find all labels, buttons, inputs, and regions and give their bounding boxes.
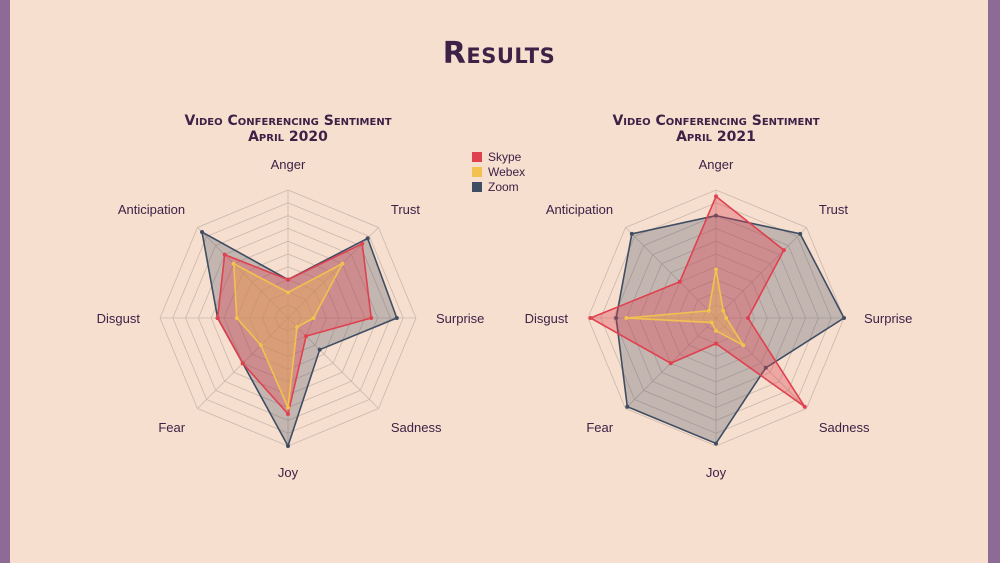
axis-label-anticipation: Anticipation (546, 202, 613, 217)
data-point-webex (714, 328, 718, 333)
data-point-zoom (714, 441, 718, 446)
chart-title-april-2021: Video Conferencing Sentiment April 2021 (556, 113, 876, 145)
data-point-webex (624, 316, 629, 320)
data-point-webex (258, 343, 263, 348)
radar-charts: Anger Trust Surprise Sadness Joy Fear Disgust A… (97, 157, 913, 480)
data-point-skype (222, 252, 227, 257)
legend-item-webex: Webex (472, 164, 525, 179)
legend-item-skype: Skype (472, 149, 525, 164)
axis-label-fear: Fear (586, 420, 613, 435)
axis-spoke (715, 227, 807, 319)
data-point-skype (369, 316, 374, 320)
data-point-zoom (629, 231, 634, 236)
data-point-webex (286, 405, 290, 410)
data-point-skype (714, 341, 718, 346)
axis-spoke (197, 227, 289, 319)
chart-title-line: Video Conferencing Sentiment (612, 113, 820, 129)
axis-label-trust: Trust (819, 202, 849, 217)
data-point-webex (721, 308, 726, 313)
axis-label-anger: Anger (699, 157, 734, 172)
data-point-webex (234, 316, 239, 320)
axis-label-anger: Anger (271, 157, 306, 172)
data-point-webex (231, 261, 236, 266)
axis-label-joy: Joy (706, 465, 727, 480)
data-point-skype (304, 334, 309, 339)
slide: Results Video Conferencing Sentiment Apr… (10, 0, 988, 563)
data-point-zoom (614, 316, 619, 320)
data-point-skype (802, 404, 807, 409)
data-point-skype (360, 241, 365, 246)
data-point-skype (677, 279, 682, 284)
axis-label-joy: Joy (278, 465, 299, 480)
chart-subtitle: April 2021 (676, 129, 756, 145)
legend-label: Skype (488, 149, 522, 164)
legend-swatch-skype (472, 151, 482, 162)
radar-chart-0: Anger Trust Surprise Sadness Joy Fear Disgust A… (97, 157, 485, 480)
data-point-zoom (317, 347, 322, 352)
data-point-skype (781, 248, 786, 253)
data-point-webex (311, 316, 316, 320)
axis-label-fear: Fear (158, 420, 185, 435)
data-point-webex (741, 343, 746, 348)
data-point-zoom (394, 316, 399, 320)
axis-label-disgust: Disgust (525, 311, 569, 326)
data-point-zoom (714, 213, 718, 218)
axis-label-surprise: Surprise (436, 311, 484, 326)
data-point-skype (286, 412, 290, 416)
data-point-webex (724, 316, 729, 320)
data-point-zoom (365, 236, 370, 241)
axis-label-sadness: Sadness (819, 420, 870, 435)
axis-label-surprise: Surprise (864, 311, 912, 326)
legend-item-zoom: Zoom (472, 179, 525, 194)
data-point-skype (714, 194, 718, 199)
data-point-zoom (200, 230, 205, 235)
data-point-skype (746, 316, 750, 320)
chart-title-april-2020: Video Conferencing Sentiment April 2020 (128, 113, 448, 145)
data-point-zoom (625, 404, 630, 409)
data-point-skype (668, 361, 673, 366)
legend: Skype Webex Zoom (472, 149, 525, 194)
axis-label-trust: Trust (391, 202, 421, 217)
legend-label: Zoom (488, 179, 519, 194)
axis-label-anticipation: Anticipation (118, 202, 185, 217)
radar-chart-1: Anger Trust Surprise Sadness Joy Fear Disgust A… (525, 157, 913, 480)
chart-subtitle: April 2020 (248, 129, 328, 145)
axis-label-sadness: Sadness (391, 420, 442, 435)
data-point-skype (286, 277, 290, 282)
legend-swatch-webex (472, 166, 482, 177)
data-point-webex (706, 308, 711, 313)
data-point-webex (286, 290, 290, 295)
axis-spoke (287, 317, 379, 409)
data-point-zoom (798, 231, 803, 236)
axis-spoke (715, 317, 807, 409)
page-title: Results (442, 36, 556, 71)
data-point-skype (588, 316, 593, 320)
data-point-zoom (842, 316, 846, 320)
data-point-webex (295, 325, 300, 330)
data-point-webex (709, 320, 714, 325)
data-point-skype (215, 316, 220, 320)
axis-label-disgust: Disgust (97, 311, 141, 326)
data-point-zoom (763, 365, 768, 370)
data-point-skype (240, 361, 245, 366)
data-point-zoom (286, 444, 290, 448)
chart-title-line: Video Conferencing Sentiment (184, 113, 392, 129)
legend-label: Webex (488, 164, 526, 179)
data-point-webex (340, 261, 345, 266)
axis-spoke (625, 227, 717, 319)
data-point-webex (714, 267, 718, 272)
legend-swatch-zoom (472, 181, 482, 192)
